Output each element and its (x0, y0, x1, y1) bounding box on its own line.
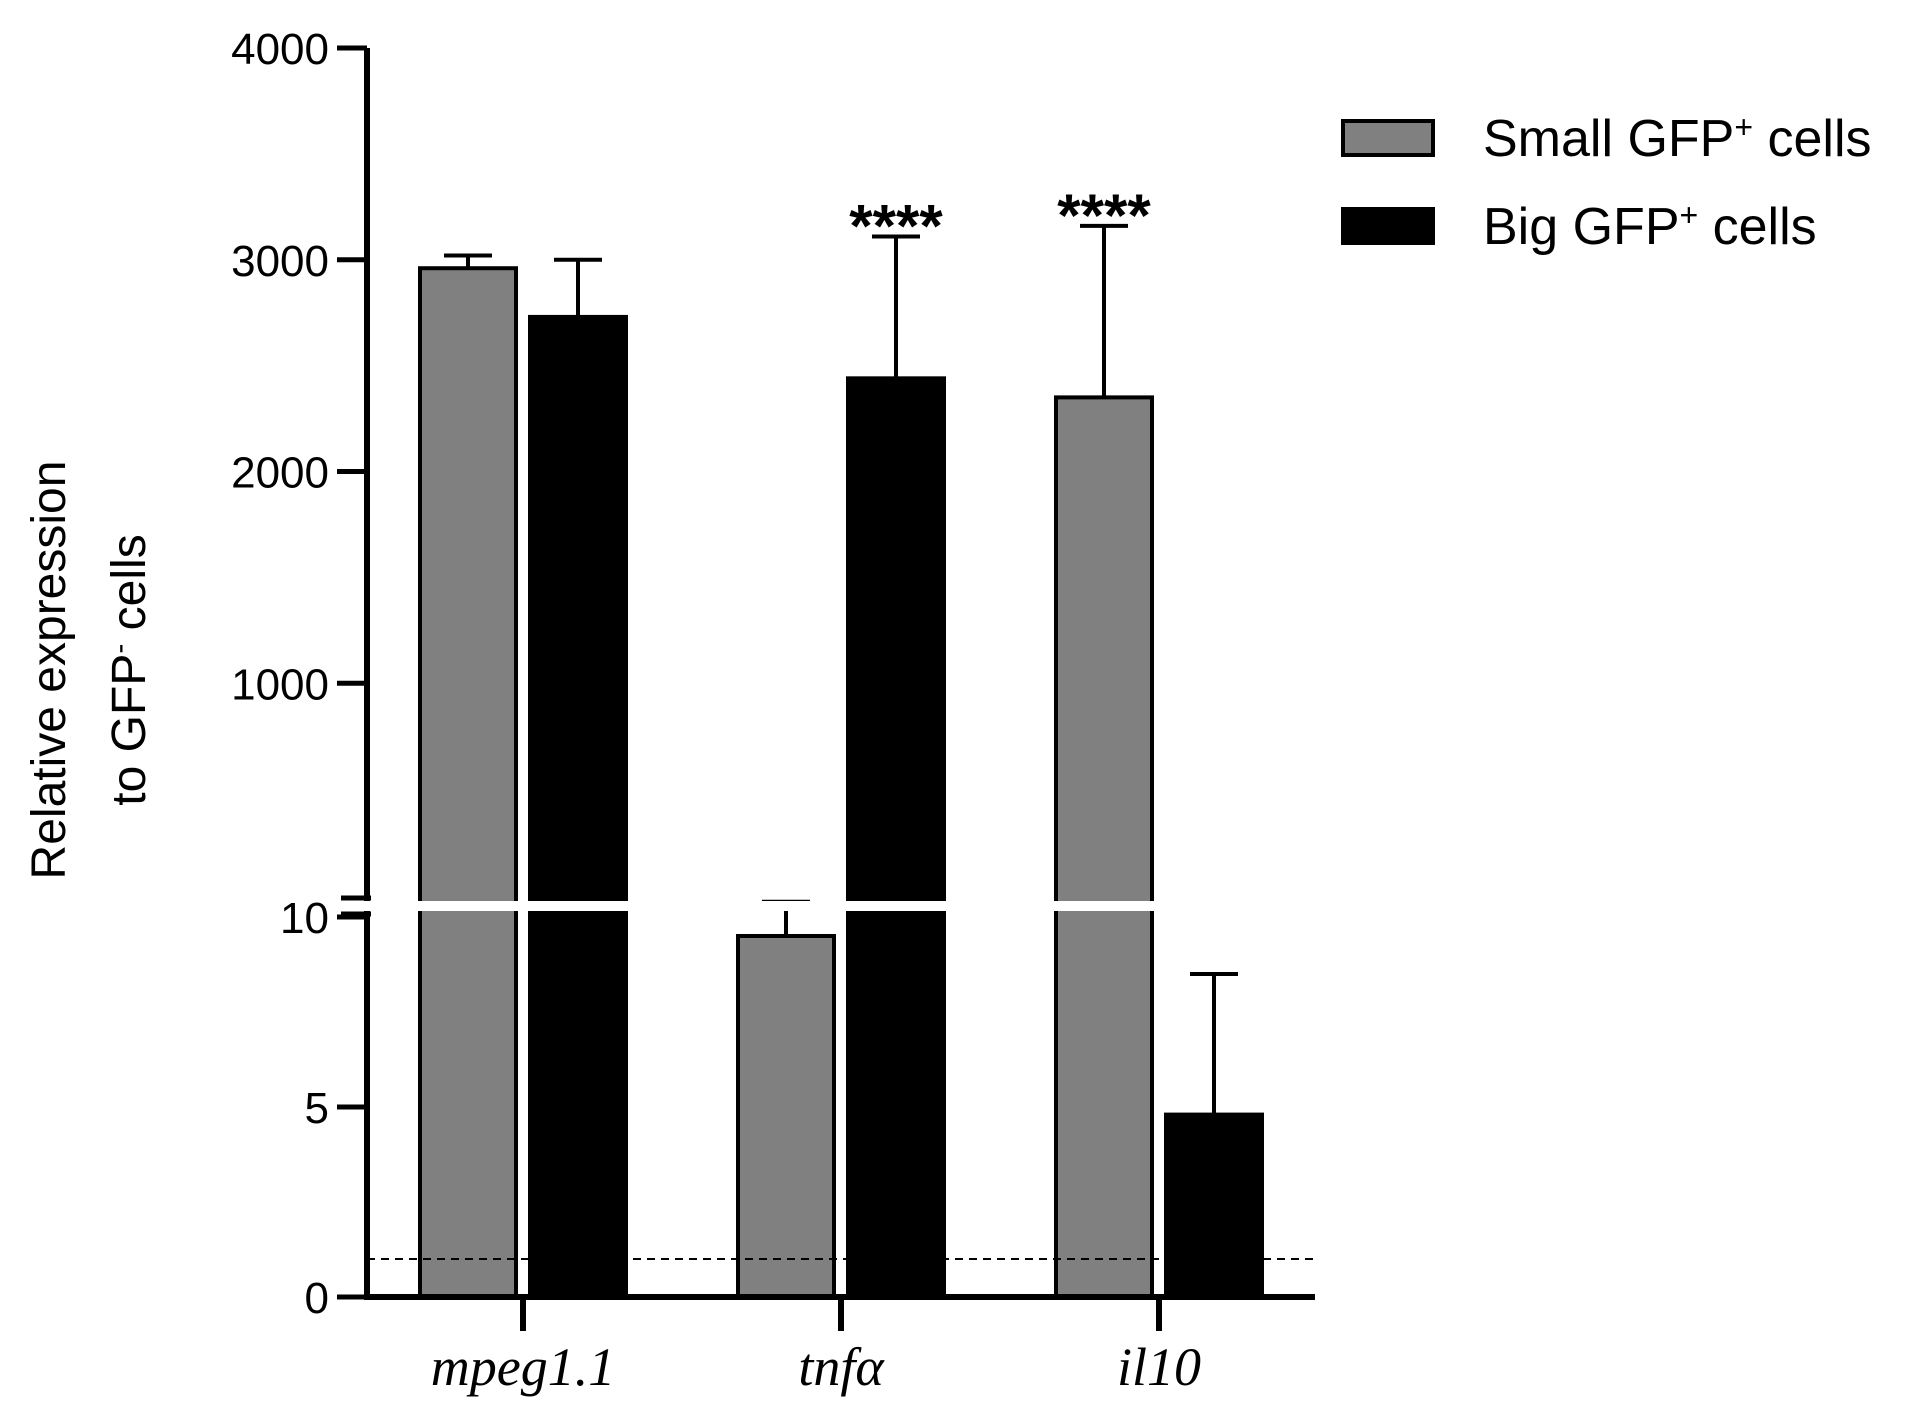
significance-label: **** (1057, 182, 1151, 249)
y-tick-label-0: 0 (305, 1274, 329, 1323)
y-tick-label-4000: 4000 (231, 25, 329, 74)
x-tick-label-mpeg11: mpeg1.1 (431, 1337, 615, 1397)
legend-label-series0: Small GFP+ cells (1483, 109, 1872, 168)
y-axis-label-line1: Relative expression (23, 461, 76, 880)
legend-swatch-series0 (1341, 119, 1435, 157)
y-axis-label-line2: to GFP- cells (103, 534, 157, 805)
significance-label: **** (849, 192, 943, 259)
bar-il10-series0 (1054, 395, 1154, 1299)
y-tick-label-2000: 2000 (231, 449, 329, 498)
y-tick-label-1000: 1000 (231, 660, 329, 709)
legend-label-series1: Big GFP+ cells (1483, 197, 1817, 256)
y-tick-label-10: 10 (280, 894, 329, 943)
x-tick-label-tnf: tnfα (798, 1337, 885, 1397)
plot-area: 0 5 10 1000 2000 3000 4000 mpeg1.1 tnfα il10 **** *… (231, 25, 1315, 1397)
legend-swatch-series1 (1341, 207, 1435, 245)
bar-mpeg11-series0 (418, 266, 518, 1300)
bar-tnf-series0 (736, 934, 836, 1299)
bar-il10-series1 (1164, 1112, 1264, 1299)
y-tick-label-3000: 3000 (231, 237, 329, 286)
legend: Small GFP+ cells Big GFP+ cells (1341, 109, 1872, 256)
y-tick-label-5: 5 (305, 1084, 329, 1133)
x-tick-label-il10: il10 (1117, 1337, 1201, 1397)
y-axis-label: Relative expression to GFP- cells (23, 461, 156, 880)
bar-mpeg11-series1 (528, 314, 628, 1299)
axis-break-gap (347, 901, 1315, 911)
bar-tnf-series1 (846, 376, 946, 1299)
